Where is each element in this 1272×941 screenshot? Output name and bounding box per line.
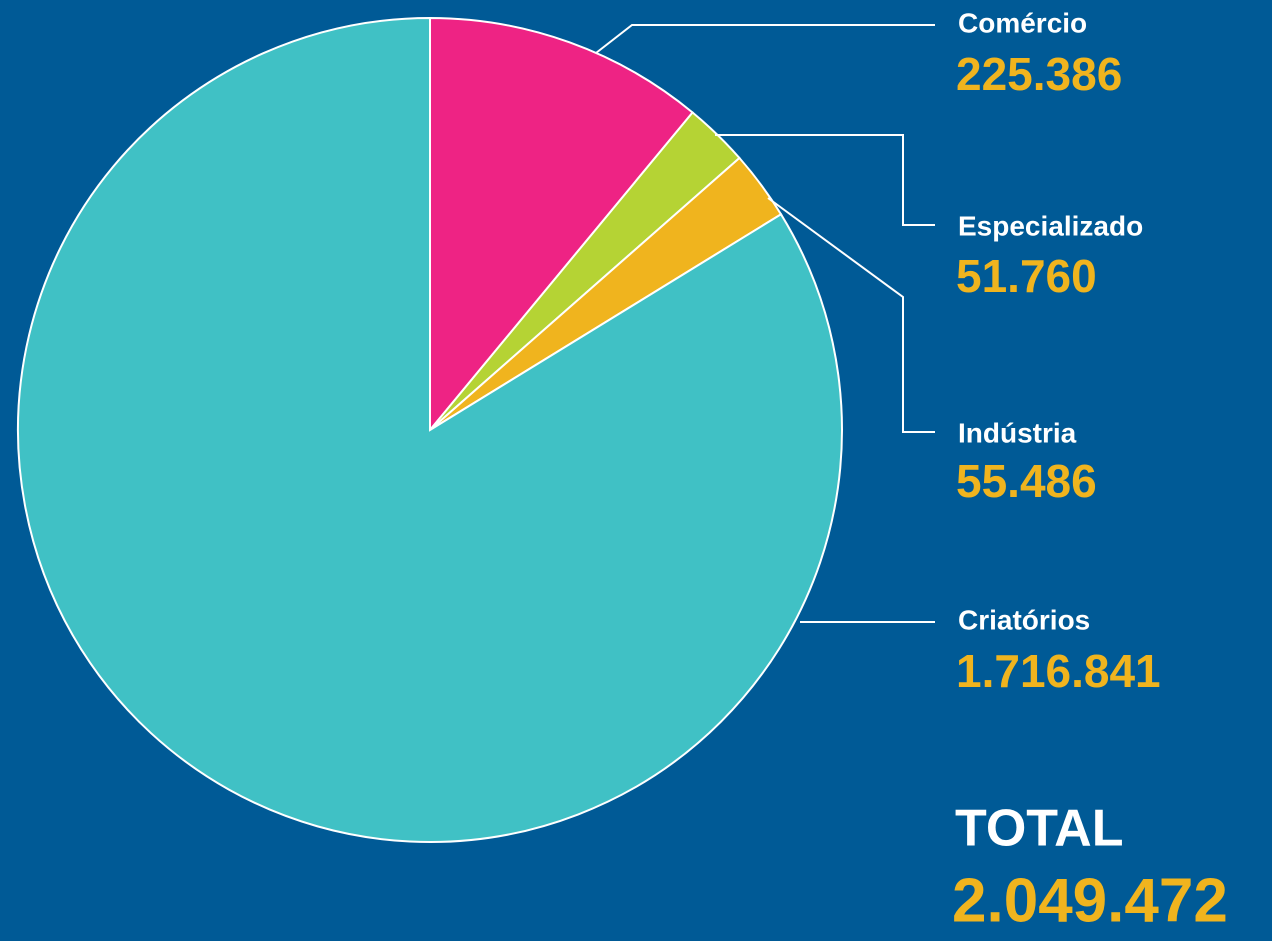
leader-line	[595, 24, 935, 54]
legend-label: Indústria	[958, 417, 1077, 448]
data-label: 225.386	[956, 48, 1122, 100]
leader-line	[715, 134, 935, 226]
data-label: 1.716.841	[956, 645, 1161, 697]
total-label: TOTAL	[955, 800, 1124, 858]
pie-slice	[429, 16, 694, 433]
legend-label: Comércio	[958, 7, 1087, 38]
pie	[17, 16, 843, 843]
pie-slice	[17, 16, 843, 843]
data-label: 51.760	[956, 250, 1097, 302]
total-value: 2.049.472	[952, 866, 1228, 935]
legend-label: Especializado	[958, 210, 1143, 241]
legend-label: Criatórios	[958, 604, 1090, 635]
data-label: 55.486	[956, 455, 1097, 507]
leader-line	[767, 197, 935, 433]
